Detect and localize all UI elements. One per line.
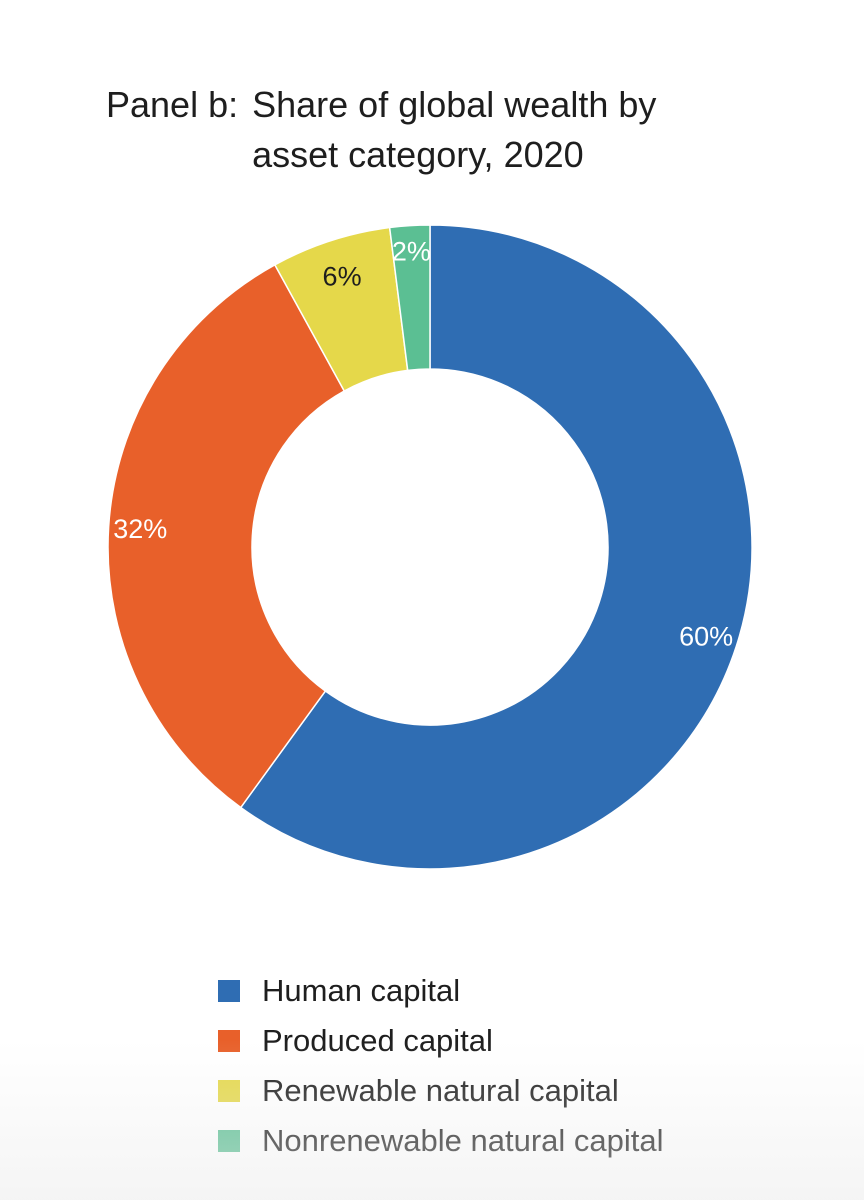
legend-item-produced-capital: Produced capital [218,1016,664,1066]
chart-title: Panel b: Share of global wealth by asset… [106,80,806,180]
legend-label: Renewable natural capital [262,1073,619,1108]
panel-label: Panel b: [106,84,239,125]
legend: Human capital Produced capital Renewable… [218,966,664,1166]
donut-slice-produced-capital [107,263,346,809]
legend-item-human-capital: Human capital [218,966,664,1016]
legend-label: Human capital [262,973,461,1008]
legend-label: Nonrenewable natural capital [262,1123,664,1158]
data-label-nonrenewable-natural-capital: 2% [392,237,431,267]
legend-swatch [218,1030,240,1052]
donut-slice-nonrenewable-natural-capital [388,224,431,372]
legend-swatch [218,1130,240,1152]
legend-label: Produced capital [262,1023,493,1058]
donut-slice-human-capital [239,224,753,870]
donut-chart: 60% 32% 6% 2% [107,224,753,870]
data-label-produced-capital: 32% [113,514,167,544]
legend-item-renewable-natural-capital: Renewable natural capital [218,1066,664,1116]
data-label-human-capital: 60% [679,622,733,652]
legend-swatch [218,1080,240,1102]
chart-title-text: Share of global wealth by asset category… [252,84,657,175]
legend-swatch [218,980,240,1002]
data-label-renewable-natural-capital: 6% [323,261,362,291]
legend-item-nonrenewable-natural-capital: Nonrenewable natural capital [218,1116,664,1166]
